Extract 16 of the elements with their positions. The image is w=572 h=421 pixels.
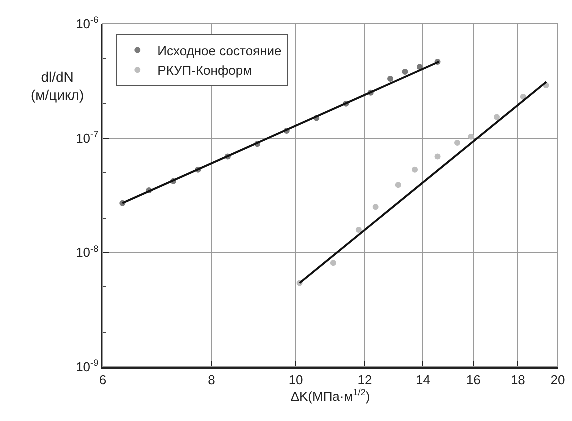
y-tick-label: 10$^{-7}$: [76, 129, 99, 146]
x-tick-label: 14: [416, 372, 430, 388]
x-tick-label: 10: [288, 372, 304, 388]
x-tick-label: 20: [550, 372, 566, 388]
y-tick-label: 10$^{-9}$: [76, 358, 99, 375]
y-axis-title: dl/dN (м/цикл): [31, 69, 84, 104]
x-tick-label: 6: [99, 372, 107, 388]
x-axis-title: ΔK(МПа·м$^{1/2}$): [290, 387, 370, 404]
legend-label: Исходное состояние: [158, 43, 282, 58]
x-tick-label: 12: [358, 372, 372, 388]
legend-label: РКУП-Конформ: [158, 63, 252, 78]
y-tick-label: 10$^{-8}$: [76, 244, 99, 260]
x-tick-label: 18: [510, 372, 526, 388]
y-tick-label: 10$^{-6}$: [76, 15, 99, 32]
x-tick-label: 8: [208, 372, 216, 388]
x-tick-label: 16: [466, 372, 481, 388]
